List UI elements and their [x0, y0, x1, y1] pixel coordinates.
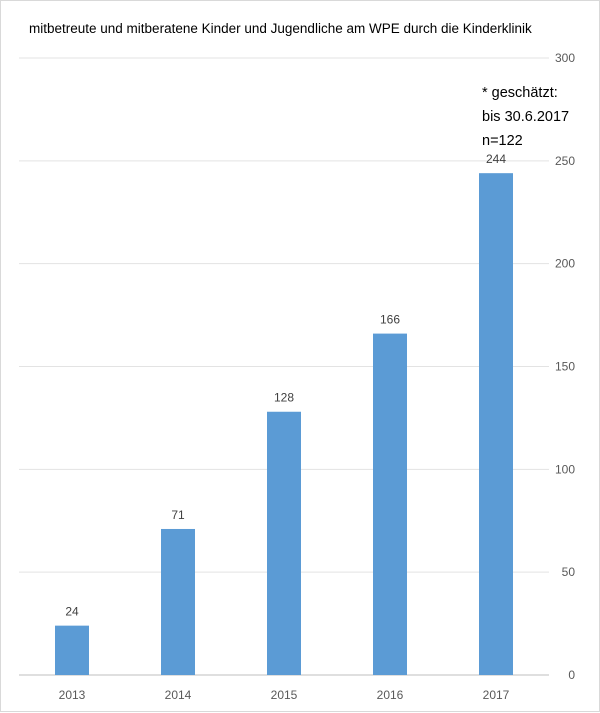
y-tick-label: 250 — [555, 154, 575, 168]
x-tick-label: 2017 — [483, 688, 510, 702]
annotation-line-3: n=122 — [482, 133, 523, 149]
data-label: 244 — [486, 152, 506, 166]
y-tick-label: 200 — [555, 257, 575, 271]
bar-2014 — [161, 528, 195, 675]
x-tick-label: 2015 — [271, 688, 298, 702]
bar-2013 — [55, 625, 89, 675]
x-tick-label: 2013 — [59, 688, 86, 702]
x-tick-label: 2014 — [165, 688, 192, 702]
data-label: 166 — [380, 313, 400, 327]
bar-2015 — [267, 411, 301, 675]
y-tick-label: 50 — [562, 565, 576, 579]
chart-title: mitbetreute und mitberatene Kinder und J… — [29, 21, 532, 36]
bar-2016 — [373, 333, 407, 675]
x-tick-label: 2016 — [377, 688, 404, 702]
bar-2017 — [479, 173, 513, 675]
annotation: * geschätzt: bis 30.6.2017 n=122 — [482, 85, 569, 149]
data-label: 71 — [171, 508, 185, 522]
y-tick-label: 100 — [555, 462, 575, 476]
y-tick-label: 150 — [555, 360, 575, 374]
annotation-line-2: bis 30.6.2017 — [482, 109, 569, 125]
y-tick-label: 0 — [568, 668, 575, 682]
x-axis-ticks: 2013 2014 2015 2016 2017 — [59, 688, 510, 702]
data-label: 128 — [274, 391, 294, 405]
y-axis-ticks: 0 50 100 150 200 250 300 — [555, 51, 575, 682]
bars: 24 71 128 166 244 — [55, 152, 513, 675]
data-label: 24 — [65, 605, 79, 619]
annotation-line-1: * geschätzt: — [482, 85, 558, 101]
y-tick-label: 300 — [555, 51, 575, 65]
